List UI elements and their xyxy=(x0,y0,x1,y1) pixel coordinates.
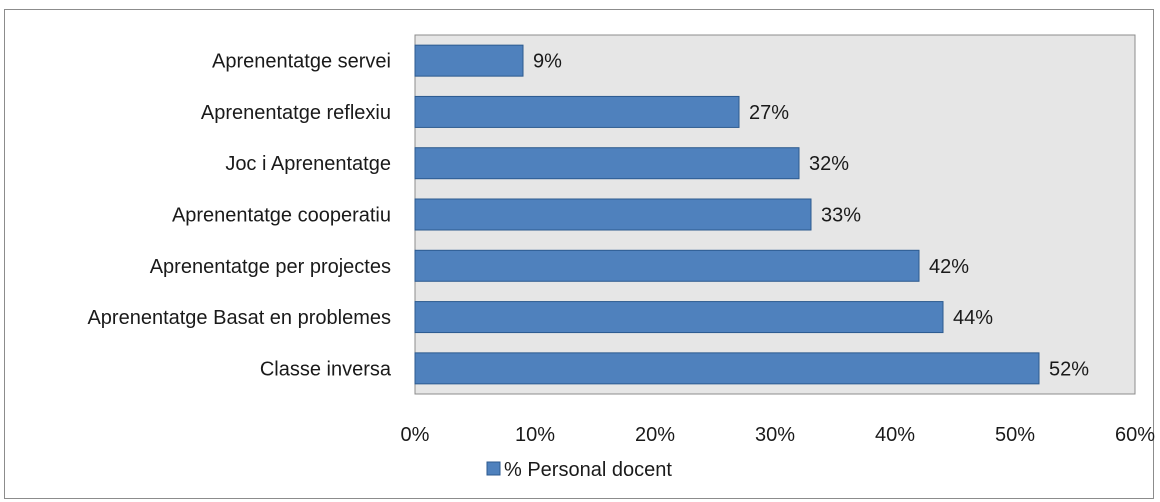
category-label-6: Classe inversa xyxy=(260,358,392,380)
legend-swatch xyxy=(486,461,501,476)
value-label-3: 33% xyxy=(821,205,861,227)
x-tick-label-6: 60% xyxy=(1115,424,1155,446)
category-label-0: Aprenentatge servei xyxy=(212,51,391,73)
bar-6 xyxy=(414,352,1040,385)
x-tick-label-1: 10% xyxy=(515,424,555,446)
value-label-1: 27% xyxy=(749,102,789,124)
value-label-6: 52% xyxy=(1049,358,1089,380)
x-tick-label-4: 40% xyxy=(875,424,915,446)
value-label-0: 9% xyxy=(533,51,562,73)
category-label-5: Aprenentatge Basat en problemes xyxy=(87,307,391,329)
x-tick-label-5: 50% xyxy=(995,424,1035,446)
category-label-2: Joc i Aprenentatge xyxy=(225,153,391,175)
legend-label: % Personal docent xyxy=(504,459,672,481)
bar-3 xyxy=(414,198,812,231)
legend: % Personal docent xyxy=(486,459,672,481)
bar-5 xyxy=(414,301,944,334)
category-label-4: Aprenentatge per projectes xyxy=(150,256,391,278)
bar-2 xyxy=(414,147,800,180)
value-label-4: 42% xyxy=(929,256,969,278)
category-label-3: Aprenentatge cooperatiu xyxy=(172,205,391,227)
bar-0 xyxy=(414,44,524,77)
bar-4 xyxy=(414,249,920,282)
x-tick-label-3: 30% xyxy=(755,424,795,446)
category-label-1: Aprenentatge reflexiu xyxy=(201,102,391,124)
value-label-5: 44% xyxy=(953,307,993,329)
x-tick-label-0: 0% xyxy=(401,424,430,446)
value-label-2: 32% xyxy=(809,153,849,175)
x-tick-label-2: 20% xyxy=(635,424,675,446)
bar-1 xyxy=(414,95,740,128)
